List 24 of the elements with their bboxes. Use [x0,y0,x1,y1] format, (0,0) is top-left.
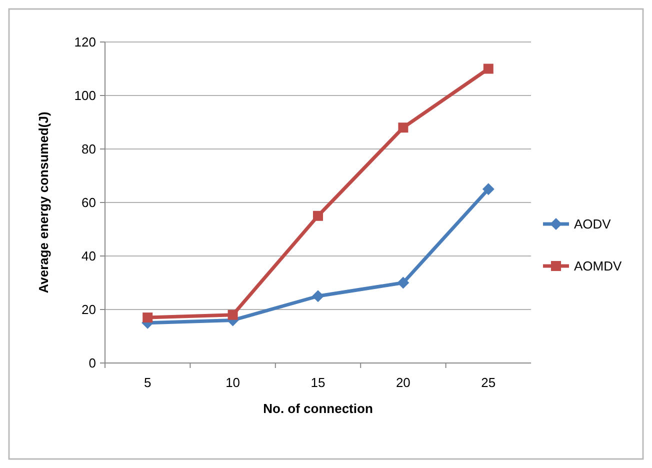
x-axis-title: No. of connection [263,401,373,416]
point [483,64,494,74]
point [313,210,323,221]
point [398,122,408,133]
y-tick-label: 100 [74,88,96,104]
x-tick-label: 15 [310,375,326,390]
x-tick-label: 20 [396,375,410,390]
y-axis-title: Average energy consumed(J) [36,112,51,294]
x-tick-label: 5 [144,375,152,390]
y-tick-label: 0 [88,356,96,371]
legend-label: AODV [574,216,612,232]
point [142,312,153,323]
point [312,290,324,302]
y-tick-label: 40 [82,248,96,264]
y-tick-label: 80 [82,142,96,157]
point [482,183,494,196]
y-tick-label: 120 [74,34,96,50]
y-tick-label: 60 [82,195,96,210]
x-tick-label: 25 [481,375,496,390]
legend-label: AOMDV [574,258,622,274]
y-tick-label: 20 [82,302,96,318]
point [228,310,238,320]
point [397,276,410,289]
x-tick-label: 10 [226,375,240,390]
